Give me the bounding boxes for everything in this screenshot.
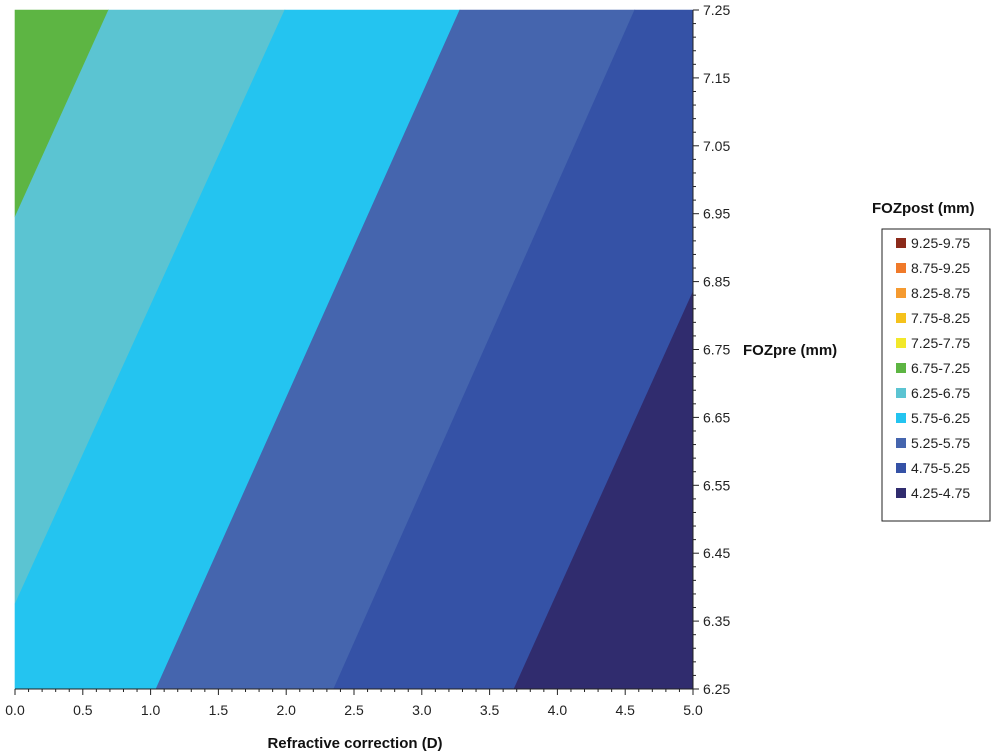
legend-label: 8.25-8.75 xyxy=(911,285,970,301)
legend: FOZpost (mm) 9.25-9.75 8.75-9.25 8.25-8.75… xyxy=(872,200,991,522)
y-tick-label: 6.65 xyxy=(703,409,730,425)
y-axis-title: FOZpre (mm) xyxy=(743,342,837,359)
x-tick-label: 2.5 xyxy=(344,702,364,718)
legend-items: 9.25-9.75 8.75-9.25 8.25-8.75 7.75-8.25 7.25… xyxy=(896,235,970,501)
x-tick-label: 4.0 xyxy=(548,702,568,718)
x-tick-label: 1.0 xyxy=(141,702,161,718)
x-tick-label: 3.5 xyxy=(480,702,500,718)
legend-title: FOZpost (mm) xyxy=(872,200,975,217)
y-tick-label: 6.85 xyxy=(703,274,730,290)
y-tick-label: 6.25 xyxy=(703,681,730,697)
legend-swatch xyxy=(896,313,906,323)
contour-regions xyxy=(14,9,694,690)
y-tick-label: 6.35 xyxy=(703,613,730,629)
legend-label: 5.75-6.25 xyxy=(911,410,970,426)
legend-label: 8.75-9.25 xyxy=(911,260,970,276)
axes: 0.0 0.5 1.0 1.5 2.0 2.5 3.0 3.5 4.0 4.5 5.06.25 6.3… xyxy=(5,2,730,718)
y-tick-label: 7.05 xyxy=(703,138,730,154)
legend-swatch xyxy=(896,263,906,273)
y-tick-label: 6.45 xyxy=(703,545,730,561)
y-tick-label: 6.75 xyxy=(703,342,730,358)
x-tick-label: 0.5 xyxy=(73,702,93,718)
legend-swatch xyxy=(896,338,906,348)
legend-label: 4.25-4.75 xyxy=(911,485,970,501)
legend-swatch xyxy=(896,363,906,373)
legend-swatch xyxy=(896,388,906,398)
y-tick-label: 7.25 xyxy=(703,2,730,18)
y-tick-label: 7.15 xyxy=(703,70,730,86)
legend-label: 7.75-8.25 xyxy=(911,310,970,326)
legend-swatch xyxy=(896,438,906,448)
legend-label: 7.25-7.75 xyxy=(911,335,970,351)
legend-label: 6.75-7.25 xyxy=(911,360,970,376)
legend-label: 6.25-6.75 xyxy=(911,385,970,401)
legend-swatch xyxy=(896,238,906,248)
legend-label: 9.25-9.75 xyxy=(911,235,970,251)
x-tick-label: 2.0 xyxy=(276,702,296,718)
x-tick-label: 1.5 xyxy=(209,702,229,718)
legend-swatch xyxy=(896,488,906,498)
legend-swatch xyxy=(896,413,906,423)
legend-swatch xyxy=(896,288,906,298)
legend-swatch xyxy=(896,463,906,473)
y-tick-label: 6.55 xyxy=(703,477,730,493)
x-tick-label: 5.0 xyxy=(683,702,703,718)
x-tick-label: 4.5 xyxy=(615,702,635,718)
x-axis-title: Refractive correction (D) xyxy=(267,735,442,752)
x-tick-label: 3.0 xyxy=(412,702,432,718)
y-tick-label: 6.95 xyxy=(703,206,730,222)
legend-label: 4.75-5.25 xyxy=(911,460,970,476)
legend-label: 5.25-5.75 xyxy=(911,435,970,451)
x-tick-label: 0.0 xyxy=(5,702,25,718)
